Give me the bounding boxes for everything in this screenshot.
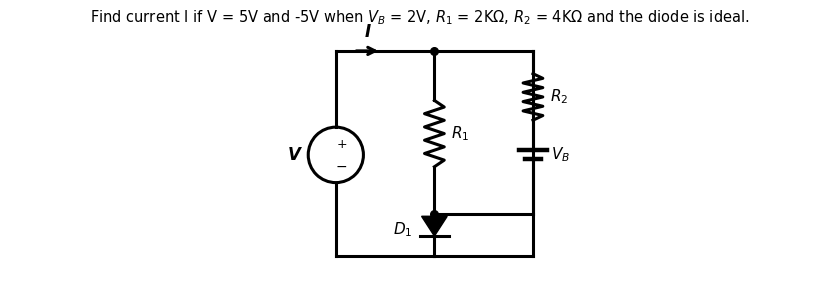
Text: $V_B$: $V_B$ [550, 146, 570, 164]
Text: +: + [336, 139, 347, 151]
Text: Find current I if V = 5V and -5V when $V_B$ = 2V, $R_1$ = 2K$\Omega$, $R_2$ = 4K: Find current I if V = 5V and -5V when $V… [90, 8, 749, 27]
Polygon shape [421, 216, 447, 236]
Text: V: V [288, 146, 301, 164]
Text: $R_1$: $R_1$ [451, 124, 470, 143]
Text: $R_2$: $R_2$ [550, 87, 568, 106]
Text: $D_1$: $D_1$ [393, 221, 413, 239]
Text: −: − [336, 160, 347, 174]
Text: I: I [364, 23, 371, 41]
